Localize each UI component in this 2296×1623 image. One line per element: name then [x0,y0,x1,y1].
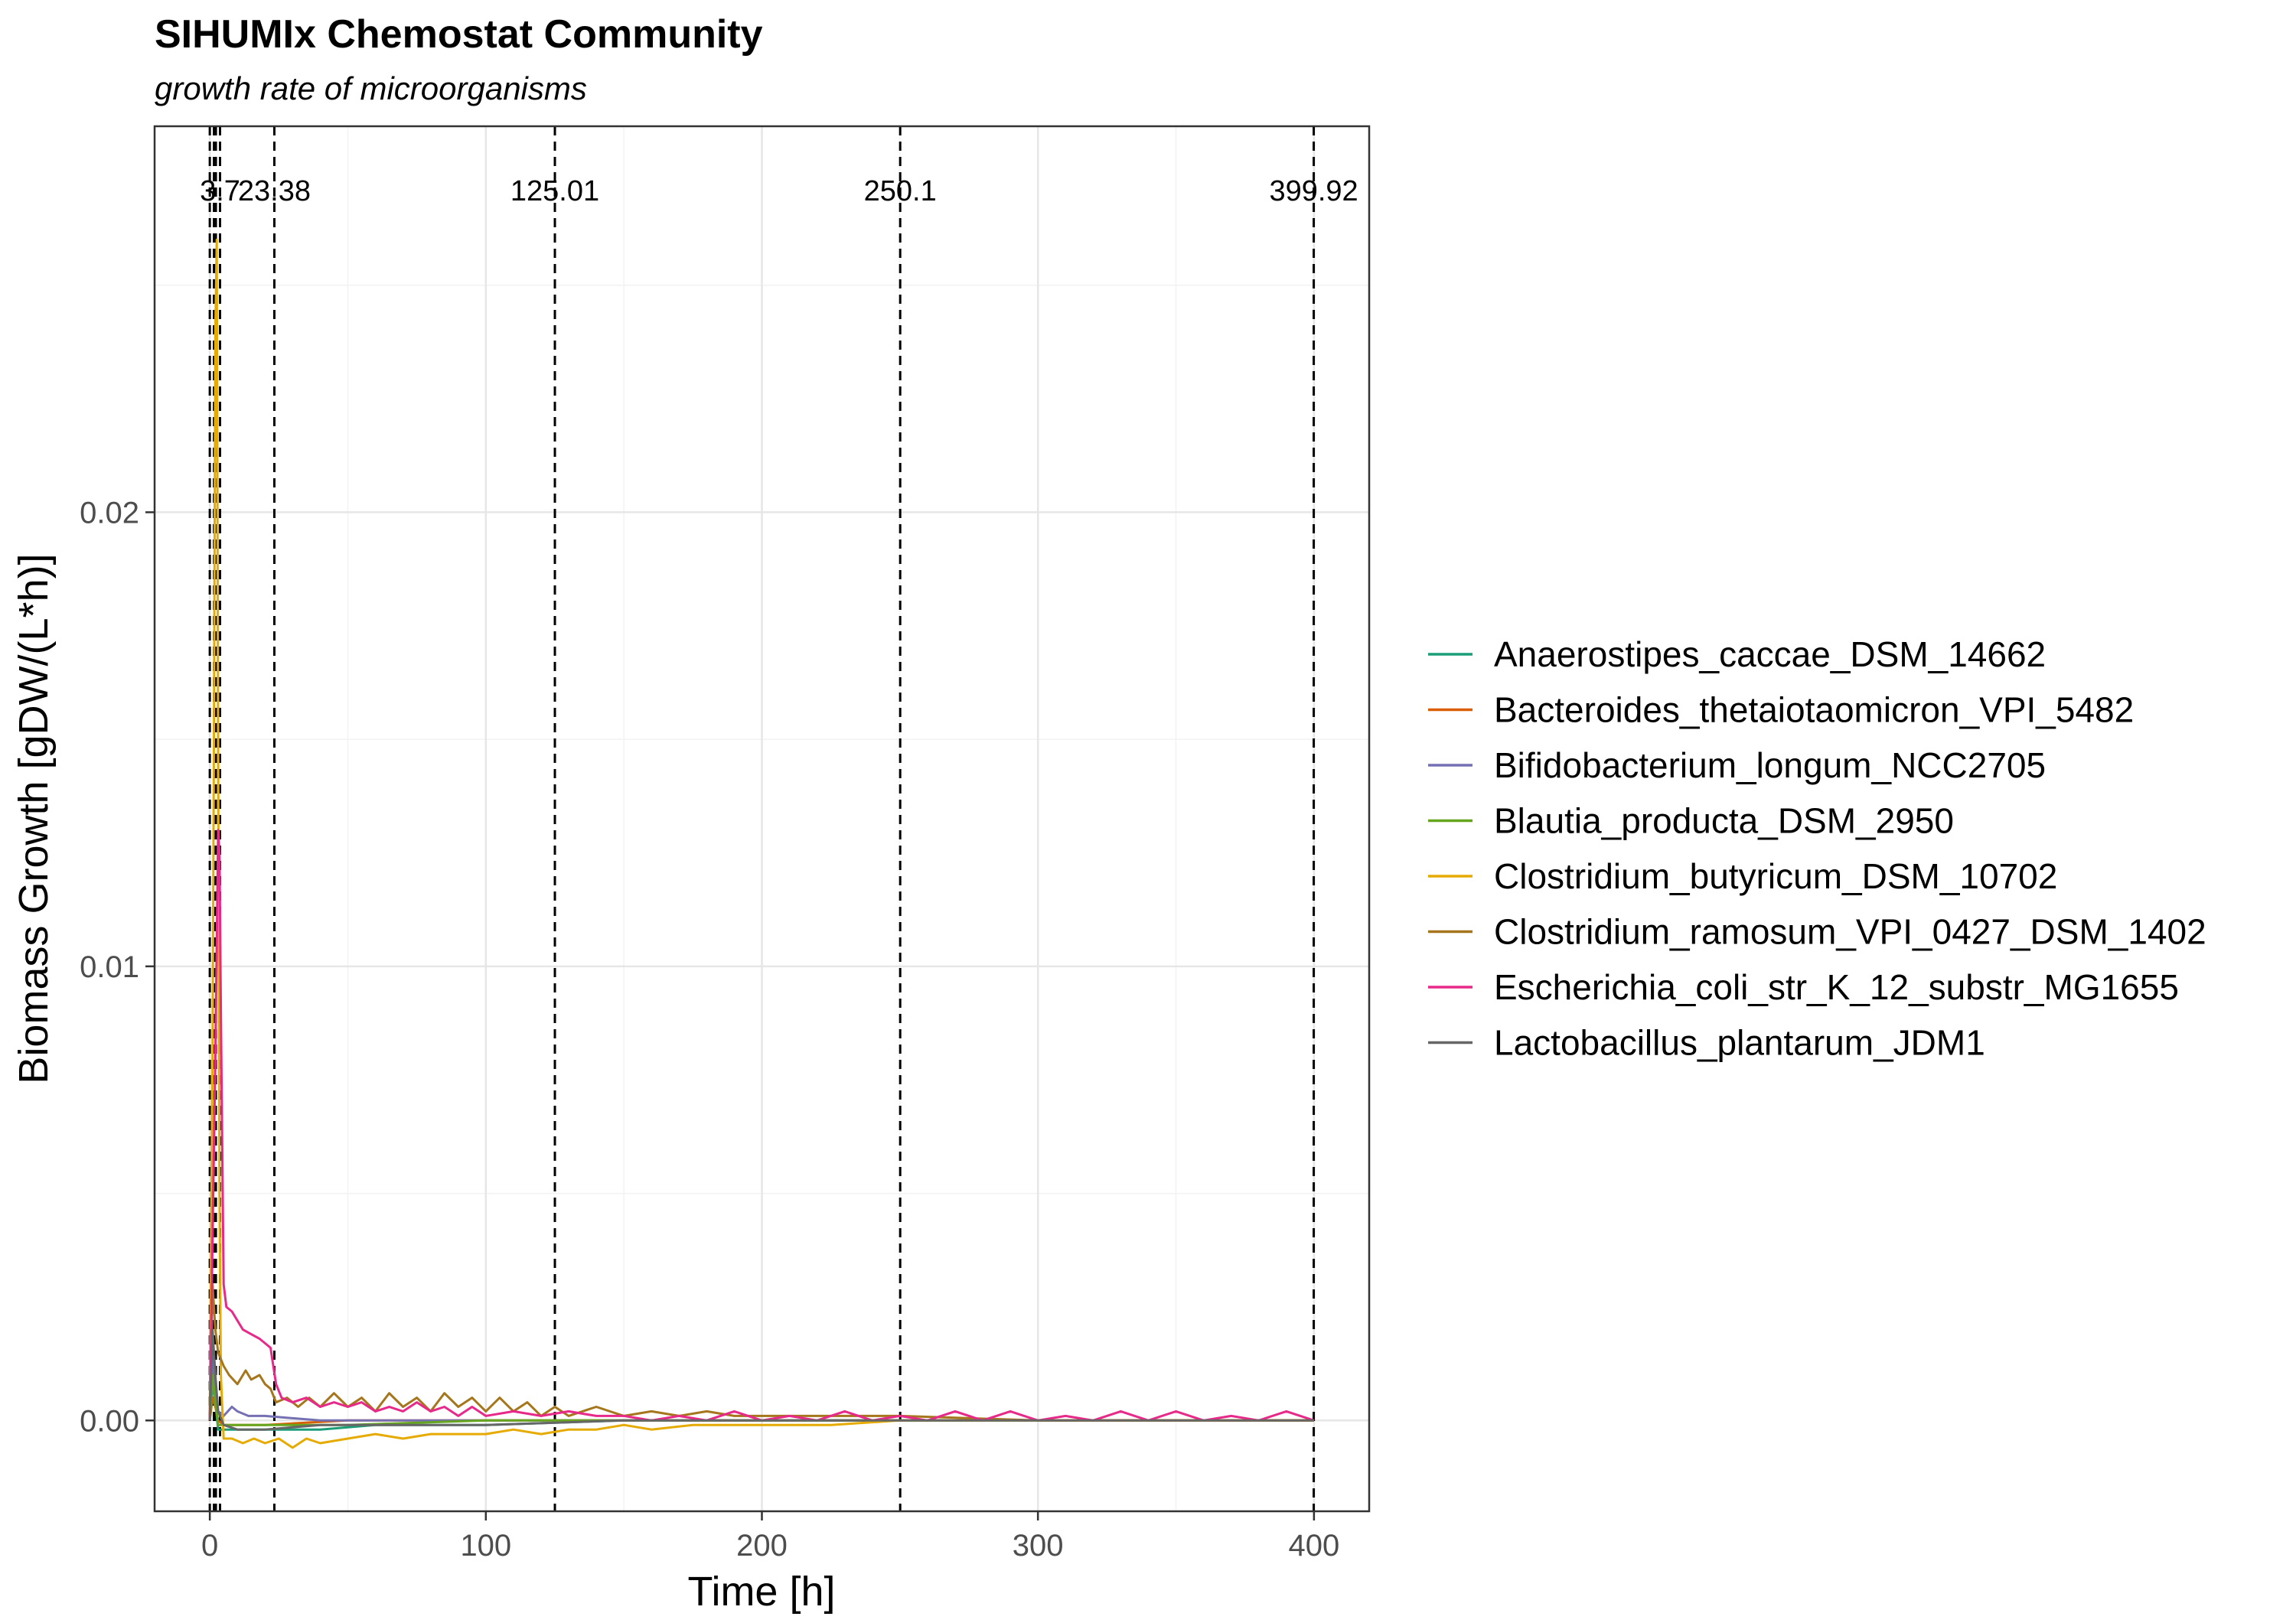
legend-label: Clostridium_ramosum_VPI_0427_DSM_1402 [1494,912,2206,952]
y-tick-label: 0.01 [80,950,139,984]
x-tick-label: 100 [460,1529,511,1563]
reference-line-label: 250.1 [864,175,937,207]
series-lines [208,238,1315,1449]
x-tick-label: 300 [1013,1529,1064,1563]
legend-label: Escherichia_coli_str_K_12_substr_MG1655 [1494,967,2179,1007]
y-tick-label: 0.00 [80,1404,139,1438]
reference-line-label: 125.01 [510,175,599,207]
plot-area: 3.723.38 125.01 250.1 399.92 [153,125,1371,1513]
reference-line-label: 23.38 [238,175,311,207]
y-axis-title: Biomass Growth [gDW/(L*h)] [11,553,57,1084]
chart-title: SIHUMIx Chemostat Community [155,12,763,57]
y-tick-label: 0.02 [80,496,139,530]
y-axis: 0.00 0.01 0.02 [80,496,155,1438]
series-line [208,238,1314,1449]
legend-label: Lactobacillus_plantarum_JDM1 [1494,1023,1985,1063]
x-axis-title: Time [h] [687,1569,835,1615]
legend-label: Clostridium_butyricum_DSM_10702 [1494,856,2057,896]
legend-label: Blautia_producta_DSM_2950 [1494,801,1954,841]
reference-line-label: 399.92 [1269,175,1358,207]
series-line [208,829,1315,1422]
x-axis: 0 100 200 300 400 [201,1511,1339,1563]
series-line [208,1328,1314,1431]
reference-line-labels: 3.723.38 125.01 250.1 399.92 [200,175,1358,207]
series-line [208,1282,1314,1422]
reference-line-label: 3.7 [200,175,240,207]
legend-label: Bacteroides_thetaiotaomicron_VPI_5482 [1494,690,2134,730]
x-tick-label: 400 [1288,1529,1339,1563]
x-tick-label: 0 [201,1529,218,1563]
x-tick-label: 200 [736,1529,788,1563]
chart-subtitle: growth rate of microorganisms [155,70,587,106]
legend: Anaerostipes_caccae_DSM_14662 Bacteroides… [1428,634,2206,1063]
legend-label: Anaerostipes_caccae_DSM_14662 [1494,634,2046,674]
legend-label: Bifidobacterium_longum_NCC2705 [1494,745,2046,785]
